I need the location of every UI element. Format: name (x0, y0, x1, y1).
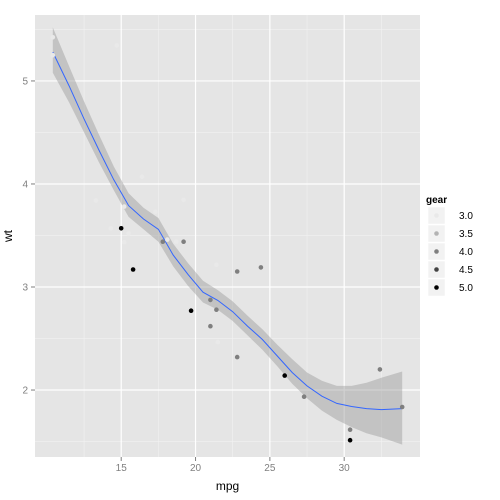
data-point (399, 404, 405, 410)
data-point (93, 198, 99, 203)
data-point (130, 267, 136, 272)
confidence-band (52, 27, 403, 445)
data-point (377, 367, 383, 372)
y-tick-label: 2 (22, 386, 28, 397)
data-point (108, 226, 114, 231)
x-tick-label: 25 (264, 463, 276, 474)
x-axis-title: mpg (216, 479, 239, 493)
data-point (181, 239, 186, 244)
data-point (160, 239, 166, 244)
legend-swatch (434, 267, 439, 272)
data-point (165, 237, 170, 242)
data-point (50, 52, 56, 58)
confidence-band-area (52, 27, 403, 445)
y-tick-label: 4 (22, 179, 28, 190)
legend-label: 3.0 (459, 211, 473, 222)
y-axis-title: wt (1, 229, 15, 243)
data-point (214, 307, 219, 313)
data-point (114, 43, 120, 48)
data-point (347, 427, 353, 433)
y-tick-label: 3 (22, 283, 28, 294)
smooth-line (52, 51, 403, 411)
legend-items: 3.0 3.5 4.0 4.5 5.0 (427, 206, 473, 297)
smooth-fit-line (52, 51, 403, 411)
data-point (50, 35, 56, 40)
x-axis-ticks: 15 20 25 30 (116, 457, 351, 474)
data-point (234, 269, 240, 274)
legend-swatch (434, 231, 439, 236)
data-point (126, 231, 131, 236)
data-points (50, 35, 405, 443)
data-point (153, 209, 158, 215)
data-point (208, 323, 213, 329)
data-point (347, 437, 353, 443)
data-point (258, 265, 264, 270)
data-point (214, 262, 219, 268)
data-point (208, 297, 213, 303)
legend-swatch (434, 213, 439, 218)
data-point (173, 239, 179, 244)
legend: gear 3.0 3.5 4.0 4.5 5.0 (426, 195, 473, 297)
y-axis-ticks: 2 3 4 5 (22, 76, 35, 397)
data-point (282, 373, 288, 378)
data-point (234, 354, 240, 360)
grid (35, 15, 420, 457)
data-point (188, 308, 194, 314)
x-tick-label: 20 (190, 463, 202, 474)
legend-swatch (434, 249, 439, 254)
legend-label: 3.5 (459, 229, 473, 240)
x-tick-label: 15 (116, 463, 128, 474)
legend-title: gear (426, 195, 447, 206)
data-point (139, 174, 145, 180)
data-point (181, 197, 186, 203)
data-point (121, 239, 127, 245)
data-point (118, 226, 124, 231)
y-tick-label: 5 (22, 76, 28, 87)
data-point (215, 339, 221, 345)
data-point (301, 394, 307, 400)
plot-panel (35, 15, 420, 457)
data-point (121, 204, 127, 209)
x-tick-label: 30 (339, 463, 351, 474)
legend-label: 4.0 (459, 247, 473, 258)
legend-label: 5.0 (459, 283, 473, 294)
legend-swatch (434, 285, 439, 290)
legend-label: 4.5 (459, 265, 473, 276)
